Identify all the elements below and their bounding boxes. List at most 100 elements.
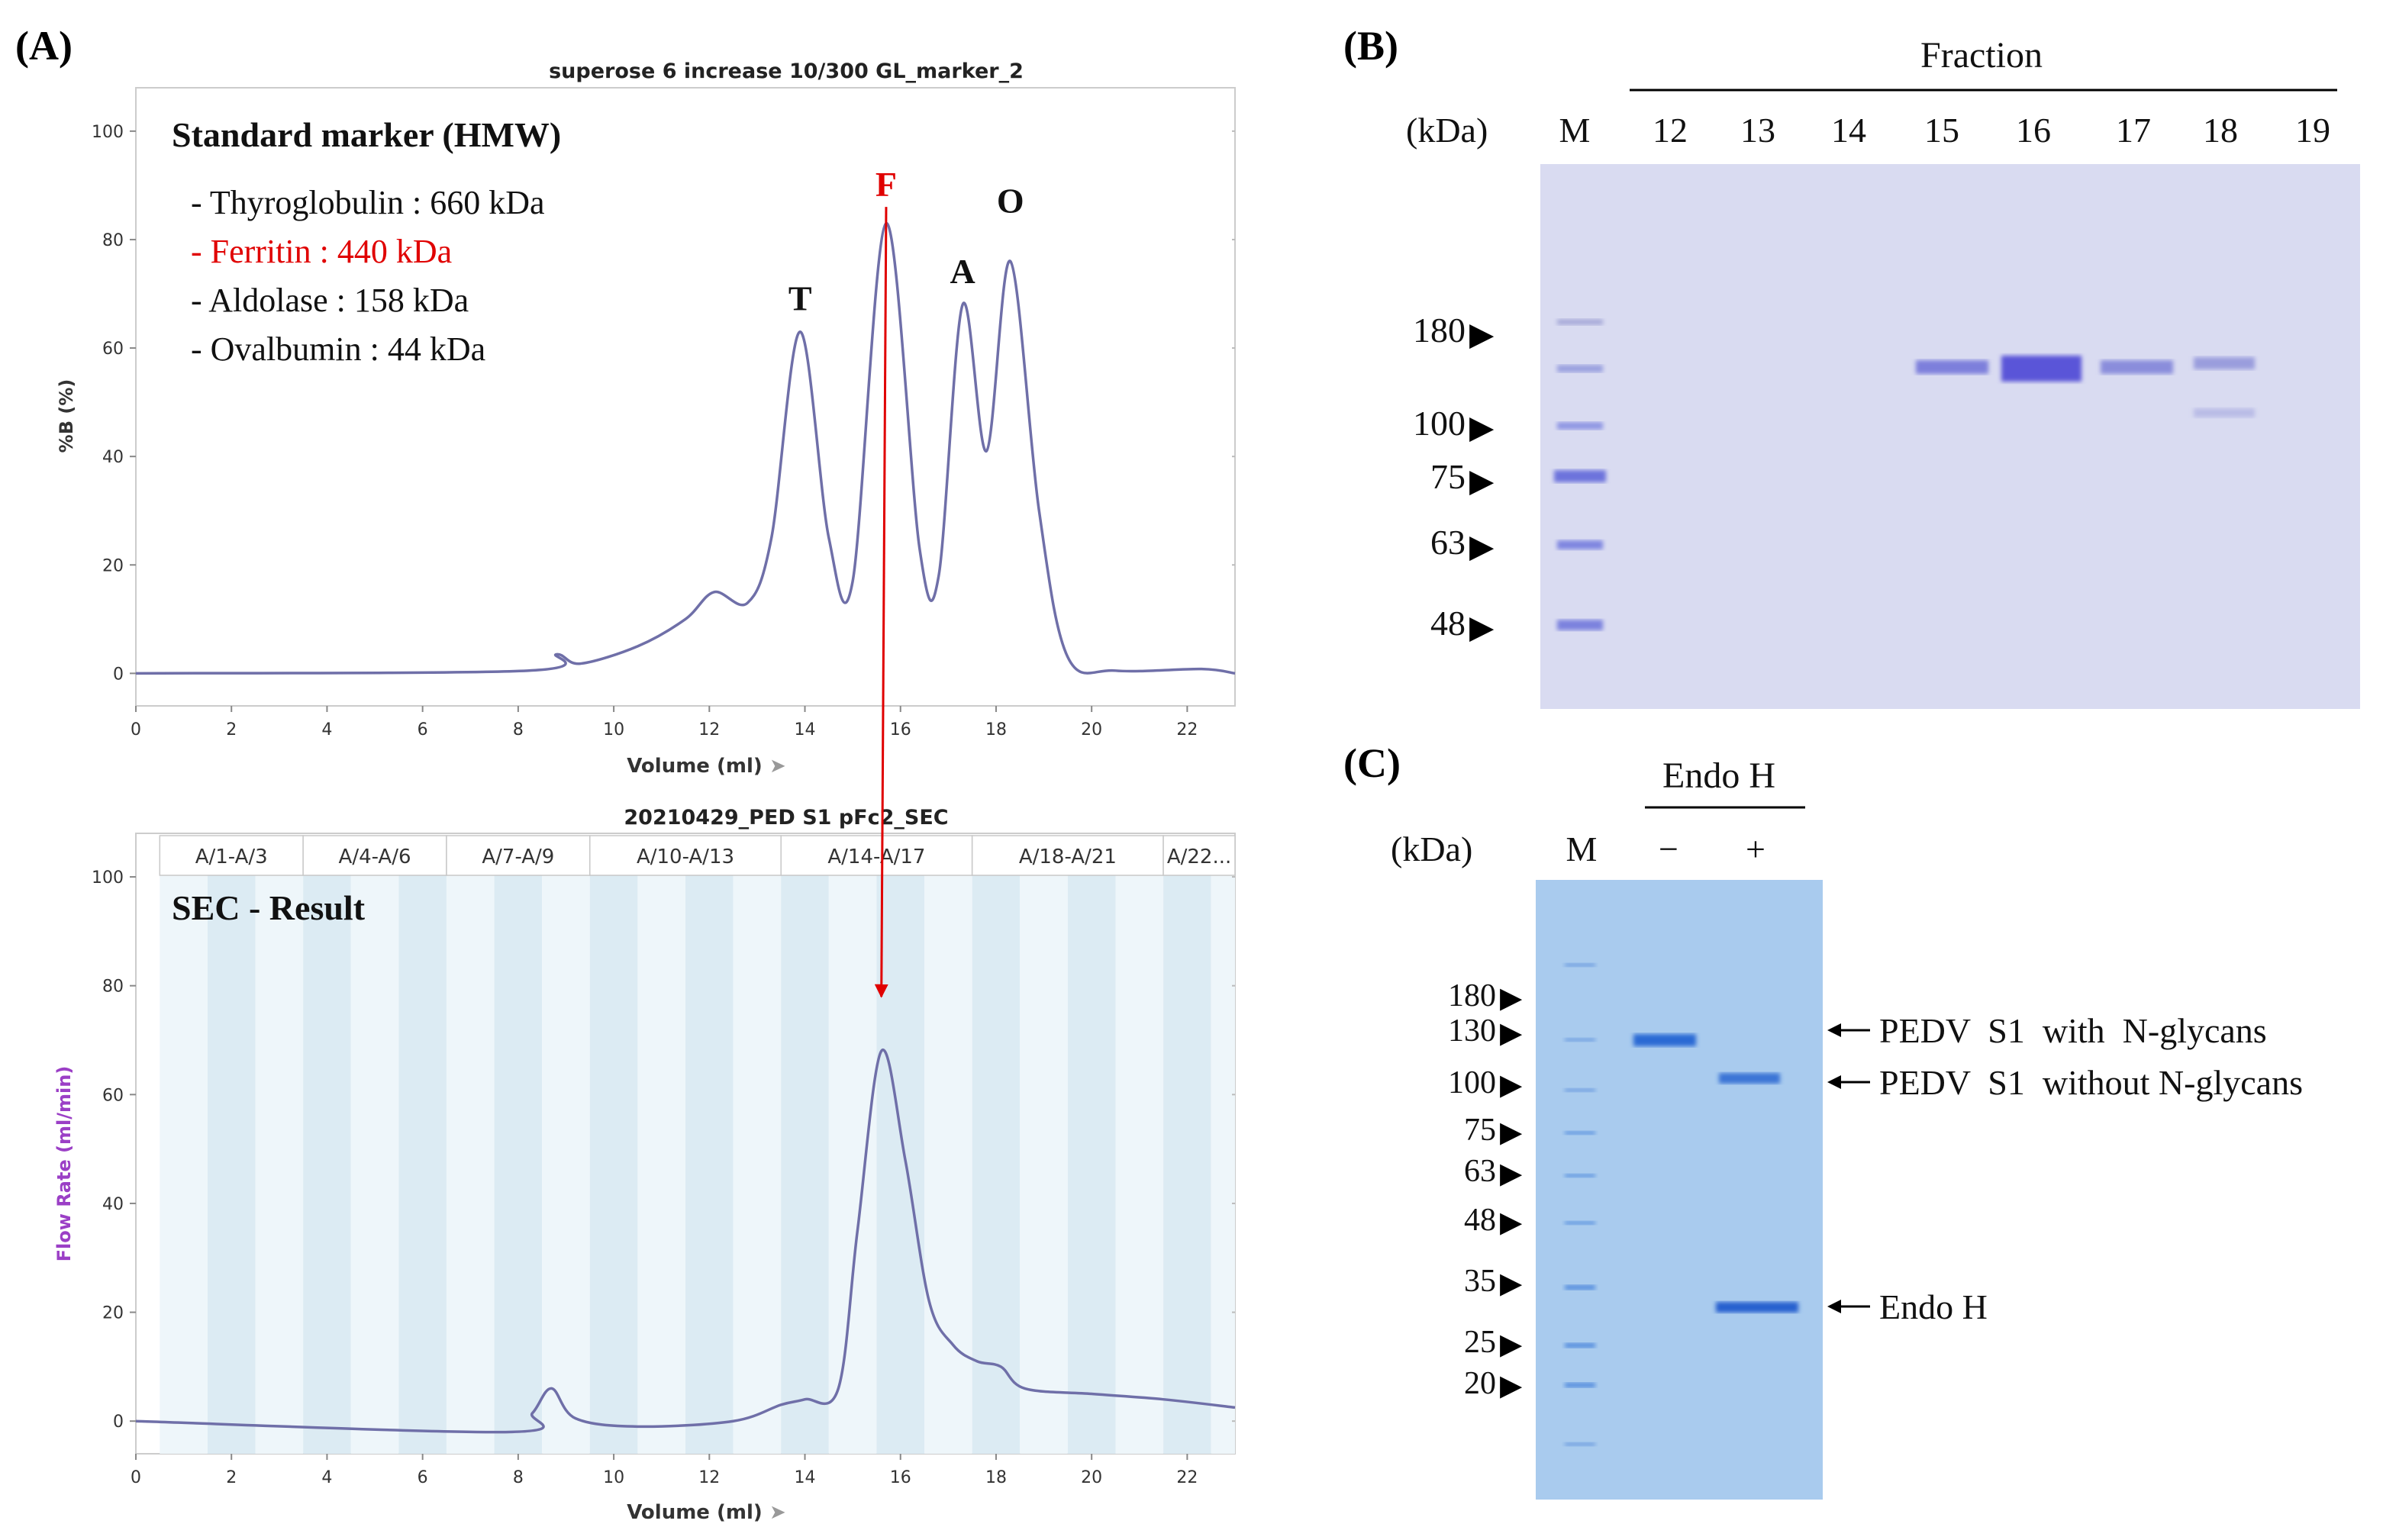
marker-legend-title: Standard marker (HMW) [172, 115, 561, 154]
gel-c-annot-arrowhead-icon [1827, 1023, 1841, 1037]
gel-b-lane-14: 14 [1831, 111, 1866, 150]
gel-b-marker-48: 48 [1430, 604, 1466, 643]
x-tick-label: 12 [698, 720, 720, 739]
fraction-stripe [828, 875, 877, 1454]
sec-result-label: SEC - Result [172, 888, 366, 927]
y-tick-label: 100 [92, 123, 124, 142]
fraction-stripe [781, 875, 829, 1454]
fraction-headers: A/1-A/3 A/4-A/6 A/7-A/9 A/10-A/13 A/14-A/17 A… [159, 835, 1236, 876]
gel-b-lane-19: 19 [2295, 111, 2330, 150]
fraction-stripe [542, 875, 590, 1454]
fraction-stripe [589, 875, 638, 1454]
legend-item-ovalbumin: - Ovalbumin : 44 kDa [191, 330, 485, 368]
ferritin-elution-arrow [874, 207, 888, 998]
gel-b: Fraction (kDa) M 12 13 14 15 16 17 18 19… [1406, 35, 2360, 709]
legend-item-ferritin: - Ferritin : 440 kDa [191, 233, 452, 270]
peak-label-a: A [950, 252, 975, 291]
gel-c-marker-63: 63 [1464, 1154, 1496, 1189]
fraction-stripe [1020, 875, 1068, 1454]
gel-c-image [1536, 880, 1823, 1500]
gel-c-ladder-band [1565, 1343, 1595, 1348]
gel-b-marker-75: 75 [1430, 457, 1466, 496]
panel-c-label: (C) [1343, 740, 1401, 786]
x-tick-label: 14 [795, 720, 816, 739]
gel-c-marker-75-arrow-icon: ▶ [1500, 1115, 1523, 1149]
gel-c-annot-arrowhead-icon [1827, 1075, 1841, 1089]
gel-c-marker-35-arrow-icon: ▶ [1500, 1266, 1523, 1300]
gel-c-marker-20: 20 [1464, 1366, 1496, 1401]
gel-c-annot-without-glycans: PEDV S1 without N-glycans [1879, 1063, 2303, 1102]
fraction-stripe [1067, 875, 1116, 1454]
gel-b-marker-63-arrow-icon: ▶ [1469, 527, 1495, 565]
gel-c-marker-48: 48 [1464, 1203, 1496, 1238]
gel-b-image [1540, 164, 2360, 709]
peak-label-f: F [875, 165, 897, 204]
gel-b-lane-17: 17 [2116, 111, 2151, 150]
x-tick-label: 6 [418, 720, 428, 739]
fraction-stripe [350, 875, 399, 1454]
gel-c-annot-endo-h: Endo H [1879, 1287, 1988, 1326]
x-tick-label: 0 [131, 720, 141, 739]
x-tick-label: 18 [985, 720, 1007, 739]
x-tick-label: 20 [1081, 720, 1102, 739]
gel-c-annot-with-glycans: PEDV S1 with N-glycans [1879, 1011, 2267, 1050]
y-tick-label: 20 [102, 1304, 124, 1323]
fraction-bands [160, 875, 1235, 1454]
gel-c-marker-63-arrow-icon: ▶ [1500, 1156, 1523, 1190]
panel-b-label: (B) [1343, 23, 1398, 69]
x-tick-label: 2 [226, 720, 237, 739]
fraction-header-cell [159, 835, 304, 876]
fraction-stripe [1115, 875, 1164, 1454]
gel-b-lane-m: M [1559, 111, 1591, 150]
x-tick-label: 14 [795, 1468, 816, 1487]
y-tick-label: 100 [92, 868, 124, 888]
x-tick-label: 6 [418, 1468, 428, 1487]
gel-c-marker-180-arrow-icon: ▶ [1500, 981, 1523, 1014]
gel-b-lane-18: 18 [2203, 111, 2238, 150]
gel-b-marker-48-arrow-icon: ▶ [1469, 608, 1495, 646]
y-tick-label: 0 [113, 665, 124, 684]
y-tick-label: 0 [113, 1413, 124, 1432]
fraction-header-label: A/22... [1167, 846, 1231, 868]
gel-b-band-18 [2194, 357, 2255, 369]
gel-b-ladder-band [1557, 319, 1603, 325]
gel-b-lane-15: 15 [1924, 111, 1959, 150]
gel-c-ladder-band [1565, 1383, 1595, 1387]
fraction-stripe [446, 875, 495, 1454]
fraction-header-label: A/10-A/13 [637, 846, 734, 868]
gel-c-ladder-band [1565, 1131, 1595, 1135]
marker-axis-ticks: 0 2 4 6 8 10 12 14 16 18 20 22 0 20 40 60 80 100 [92, 123, 1235, 739]
gel-c-band-endo-h [1716, 1302, 1798, 1313]
gel-c-title: Endo H [1662, 756, 1775, 796]
gel-b-kda-label: (kDa) [1406, 111, 1488, 150]
gel-b-marker-180: 180 [1413, 311, 1466, 350]
fraction-stripe [207, 875, 256, 1454]
legend-item-aldolase: - Aldolase : 158 kDa [191, 282, 469, 319]
marker-ylabel: %B (%) [56, 379, 77, 453]
gel-c-marker-75: 75 [1464, 1113, 1496, 1148]
gel-b-lane-12: 12 [1653, 111, 1688, 150]
fraction-header-label: A/4-A/6 [339, 846, 411, 868]
gel-b-marker-100-arrow-icon: ▶ [1469, 408, 1495, 446]
gel-c-marker-20-arrow-icon: ▶ [1500, 1368, 1523, 1402]
y-tick-label: 40 [102, 448, 124, 467]
fraction-stripe [494, 875, 543, 1454]
x-tick-label: 16 [890, 1468, 911, 1487]
legend-item-thyroglobulin: - Thyroglobulin : 660 kDa [191, 184, 545, 221]
fraction-stripe [255, 875, 304, 1454]
gel-b-band-17 [2101, 360, 2173, 374]
fraction-header-label: A/14-A/17 [827, 846, 925, 868]
fraction-stripe [876, 875, 925, 1454]
x-tick-label: 0 [131, 1468, 141, 1487]
gel-b-band-15 [1916, 360, 1988, 374]
gel-b-lane-16: 16 [2016, 111, 2051, 150]
gel-c-marker-130: 130 [1448, 1013, 1496, 1049]
fraction-stripe [972, 875, 1021, 1454]
y-tick-label: 80 [102, 231, 124, 250]
gel-c-marker-25: 25 [1464, 1325, 1496, 1360]
gel-c-ladder-band [1565, 1174, 1595, 1178]
gel-c-marker-48-arrow-icon: ▶ [1500, 1205, 1523, 1239]
gel-b-ladder-band [1557, 365, 1603, 372]
x-tick-label: 18 [985, 1468, 1007, 1487]
sec-xlabel-arrow-icon: ➤ [769, 1501, 786, 1524]
